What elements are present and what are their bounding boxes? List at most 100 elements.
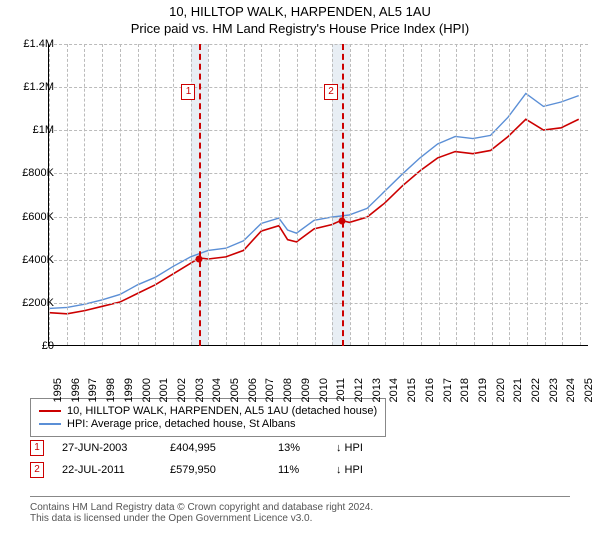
gridline-v xyxy=(350,44,351,345)
legend: 10, HILLTOP WALK, HARPENDEN, AL5 1AU (de… xyxy=(30,398,386,437)
gridline-h xyxy=(49,303,588,304)
x-axis-label: 2009 xyxy=(300,378,312,402)
x-axis-label: 2005 xyxy=(229,378,241,402)
gridline-v xyxy=(403,44,404,345)
x-axis-label: 2023 xyxy=(548,378,560,402)
gridline-h xyxy=(49,44,588,45)
y-axis-label: £0 xyxy=(42,340,54,352)
gridline-h xyxy=(49,130,588,131)
x-axis-label: 2019 xyxy=(477,378,489,402)
gridline-h xyxy=(49,260,588,261)
gridline-v xyxy=(439,44,440,345)
gridline-h xyxy=(49,173,588,174)
x-axis-label: 2008 xyxy=(282,378,294,402)
gridline-h xyxy=(49,87,588,88)
transaction-pct: 11% xyxy=(278,464,318,476)
house-price-chart: 10, HILLTOP WALK, HARPENDEN, AL5 1AU Pri… xyxy=(0,0,600,560)
gridline-v xyxy=(315,44,316,345)
gridline-v xyxy=(368,44,369,345)
marker-label: 2 xyxy=(324,84,338,100)
gridline-v xyxy=(120,44,121,345)
legend-row: HPI: Average price, detached house, St A… xyxy=(39,418,377,430)
transaction-price: £579,950 xyxy=(170,464,260,476)
x-axis-label: 1999 xyxy=(123,378,135,402)
transaction-row: 1 27-JUN-2003 £404,995 13% ↓ HPI xyxy=(30,440,376,456)
attribution-line2: This data is licensed under the Open Gov… xyxy=(30,513,570,524)
transaction-date: 27-JUN-2003 xyxy=(62,442,152,454)
gridline-v xyxy=(492,44,493,345)
gridline-v xyxy=(474,44,475,345)
legend-label-property: 10, HILLTOP WALK, HARPENDEN, AL5 1AU (de… xyxy=(67,405,377,417)
x-axis-label: 2006 xyxy=(247,378,259,402)
gridline-v xyxy=(297,44,298,345)
x-axis-label: 2007 xyxy=(264,378,276,402)
legend-label-hpi: HPI: Average price, detached house, St A… xyxy=(67,418,296,430)
x-axis-label: 2021 xyxy=(512,378,524,402)
gridline-v xyxy=(527,44,528,345)
transaction-pct: 13% xyxy=(278,442,318,454)
chart-title-subtitle: Price paid vs. HM Land Registry's House … xyxy=(0,21,600,36)
x-axis-label: 2014 xyxy=(388,378,400,402)
y-axis-label: £1.2M xyxy=(23,81,54,93)
x-axis-label: 1998 xyxy=(105,378,117,402)
x-axis-label: 2000 xyxy=(141,378,153,402)
x-axis-label: 2018 xyxy=(459,378,471,402)
x-axis-label: 1996 xyxy=(70,378,82,402)
x-axis-label: 2017 xyxy=(442,378,454,402)
transaction-row: 2 22-JUL-2011 £579,950 11% ↓ HPI xyxy=(30,462,376,478)
x-axis-label: 2020 xyxy=(495,378,507,402)
y-axis-label: £1.4M xyxy=(23,38,54,50)
transaction-marker: 1 xyxy=(30,440,44,456)
marker-label: 1 xyxy=(181,84,195,100)
attribution-line1: Contains HM Land Registry data © Crown c… xyxy=(30,502,570,513)
plot-area: 12 xyxy=(48,44,588,346)
x-axis-label: 2012 xyxy=(353,378,365,402)
x-axis-label: 2015 xyxy=(406,378,418,402)
transaction-vs-hpi: ↓ HPI xyxy=(336,464,376,476)
gridline-v xyxy=(84,44,85,345)
legend-swatch-hpi xyxy=(39,423,61,425)
x-axis-label: 2016 xyxy=(424,378,436,402)
chart-title-block: 10, HILLTOP WALK, HARPENDEN, AL5 1AU Pri… xyxy=(0,0,600,36)
x-axis-label: 2011 xyxy=(335,378,347,402)
x-axis-label: 2013 xyxy=(371,378,383,402)
gridline-v xyxy=(562,44,563,345)
legend-swatch-property xyxy=(39,410,61,412)
gridline-v xyxy=(456,44,457,345)
y-axis-label: £400K xyxy=(22,254,54,266)
gridline-v xyxy=(385,44,386,345)
x-axis-label: 1995 xyxy=(52,378,64,402)
gridline-v xyxy=(580,44,581,345)
marker-dash xyxy=(199,44,201,346)
x-axis-label: 2002 xyxy=(176,378,188,402)
x-axis-label: 2001 xyxy=(158,378,170,402)
chart-title-address: 10, HILLTOP WALK, HARPENDEN, AL5 1AU xyxy=(0,4,600,19)
gridline-v xyxy=(102,44,103,345)
gridline-v xyxy=(279,44,280,345)
gridline-v xyxy=(173,44,174,345)
legend-row: 10, HILLTOP WALK, HARPENDEN, AL5 1AU (de… xyxy=(39,405,377,417)
x-axis-label: 1997 xyxy=(87,378,99,402)
x-axis-label: 2022 xyxy=(530,378,542,402)
transaction-price: £404,995 xyxy=(170,442,260,454)
gridline-v xyxy=(208,44,209,345)
datapoint xyxy=(196,255,203,262)
y-axis-label: £600K xyxy=(22,211,54,223)
attribution: Contains HM Land Registry data © Crown c… xyxy=(30,496,570,524)
x-axis-label: 2010 xyxy=(318,378,330,402)
transaction-marker: 2 xyxy=(30,462,44,478)
gridline-v xyxy=(244,44,245,345)
gridline-v xyxy=(155,44,156,345)
transactions-table: 1 27-JUN-2003 £404,995 13% ↓ HPI 2 22-JU… xyxy=(30,440,376,484)
gridline-h xyxy=(49,217,588,218)
transaction-date: 22-JUL-2011 xyxy=(62,464,152,476)
gridline-v xyxy=(421,44,422,345)
transaction-vs-hpi: ↓ HPI xyxy=(336,442,376,454)
x-axis-label: 2025 xyxy=(583,378,595,402)
datapoint xyxy=(339,217,346,224)
y-axis-label: £200K xyxy=(22,297,54,309)
gridline-v xyxy=(138,44,139,345)
y-axis-label: £1M xyxy=(33,124,54,136)
gridline-v xyxy=(226,44,227,345)
gridline-v xyxy=(261,44,262,345)
